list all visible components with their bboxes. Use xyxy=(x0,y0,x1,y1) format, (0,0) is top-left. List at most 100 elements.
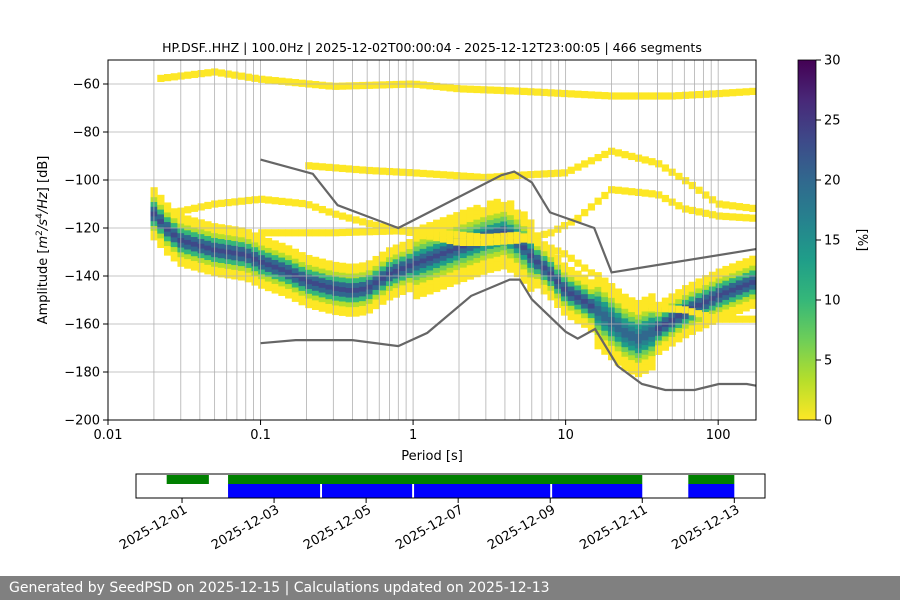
heatmap-cell xyxy=(480,255,488,261)
heatmap-cell xyxy=(345,214,353,222)
heatmap-cell xyxy=(641,354,649,360)
heatmap-cell xyxy=(170,241,178,248)
heatmap-cell xyxy=(675,337,683,343)
heatmap-cell xyxy=(581,209,589,217)
heatmap-cell xyxy=(520,254,528,260)
heatmap-cell xyxy=(318,263,326,269)
heatmap-cell xyxy=(305,288,313,294)
heatmap-cell xyxy=(305,254,313,261)
heatmap-cell xyxy=(446,171,454,179)
heatmap-cell xyxy=(446,236,454,245)
heatmap-cell xyxy=(352,311,360,317)
heatmap-cell xyxy=(264,196,273,204)
heatmap-cell xyxy=(379,270,387,277)
heatmap-cell xyxy=(251,246,259,252)
heatmap-cell xyxy=(621,298,629,304)
heatmap-cell xyxy=(170,208,178,214)
heatmap-cell xyxy=(722,212,730,221)
heatmap-cell xyxy=(251,266,259,272)
heatmap-cell xyxy=(486,224,495,230)
heatmap-cell xyxy=(285,78,293,86)
heatmap-cell xyxy=(655,160,663,168)
heatmap-cell xyxy=(453,212,461,218)
heatmap-cell xyxy=(379,81,387,89)
heatmap-cell xyxy=(291,199,300,207)
heatmap-cell xyxy=(359,276,367,282)
heatmap-cell xyxy=(641,311,649,317)
heatmap-cell xyxy=(244,196,252,205)
heatmap-cell xyxy=(735,213,744,221)
heatmap-cell xyxy=(533,259,542,265)
heatmap-cell xyxy=(682,294,690,300)
heatmap-cell xyxy=(433,258,441,264)
heatmap-cell xyxy=(567,290,575,297)
heatmap-cell xyxy=(426,284,434,290)
heatmap-cell xyxy=(473,257,481,263)
heatmap-cell xyxy=(540,289,548,295)
heatmap-cell xyxy=(722,285,730,291)
heatmap-cell xyxy=(197,252,205,259)
heatmap-cell xyxy=(480,260,488,266)
heatmap-cell xyxy=(372,294,380,300)
heatmap-cell xyxy=(318,81,326,89)
heatmap-cell xyxy=(533,268,542,275)
heatmap-cell xyxy=(291,253,300,259)
heatmap-cell xyxy=(729,202,737,210)
heatmap-cell xyxy=(533,244,542,251)
heatmap-cell xyxy=(258,254,266,260)
heatmap-cell xyxy=(439,83,448,91)
availability-segment-blue xyxy=(552,484,643,498)
heatmap-cell xyxy=(305,302,313,309)
heatmap-cell xyxy=(527,236,535,244)
heatmap-cell xyxy=(278,247,286,253)
heatmap-cell xyxy=(459,238,468,246)
heatmap-cell xyxy=(507,248,515,254)
heatmap-cell xyxy=(278,276,286,282)
heatmap-cell xyxy=(641,368,649,374)
heatmap-cell xyxy=(298,229,306,237)
heatmap-cell xyxy=(473,173,481,181)
heatmap-cell xyxy=(433,286,441,293)
heatmap-cell xyxy=(641,339,649,346)
heatmap-cell xyxy=(426,241,434,247)
heatmap-cell xyxy=(749,265,757,271)
heatmap-cell xyxy=(406,267,414,274)
heatmap-cell xyxy=(715,306,723,313)
heatmap-cell xyxy=(163,221,172,227)
heatmap-cell xyxy=(190,70,199,79)
heatmap-cell xyxy=(190,241,199,247)
heatmap-cell xyxy=(345,287,353,293)
heatmap-cell xyxy=(365,274,374,280)
heatmap-cell xyxy=(473,238,481,246)
heatmap-cell xyxy=(453,245,461,251)
heatmap-cell xyxy=(419,286,427,293)
heatmap-cell xyxy=(621,332,629,338)
x-tick-label: 0.01 xyxy=(94,428,123,443)
heatmap-cell xyxy=(372,255,380,262)
heatmap-cell xyxy=(749,260,757,266)
x-tick-label: 10 xyxy=(557,428,574,443)
heatmap-cell xyxy=(392,278,400,284)
x-axis-ticks: 0.01 0.1 1 10 100 xyxy=(94,420,731,443)
heatmap-cell xyxy=(163,240,172,247)
heatmap-cell xyxy=(237,270,246,276)
heatmap-cell xyxy=(412,250,421,257)
heatmap-cell xyxy=(311,261,320,267)
low-noise-model-line xyxy=(260,278,757,392)
heatmap-cell xyxy=(493,256,501,262)
heatmap-cell xyxy=(527,277,535,283)
heatmap-cell xyxy=(412,236,421,242)
heatmap-cell xyxy=(601,335,609,341)
heatmap-cell xyxy=(614,186,622,194)
heatmap-cell xyxy=(285,288,293,294)
heatmap-cell xyxy=(675,322,683,328)
heatmap-cell xyxy=(486,253,495,259)
heatmap-cell xyxy=(628,152,636,161)
heatmap-cell xyxy=(251,237,259,243)
heatmap-cell xyxy=(601,330,609,336)
heatmap-cell xyxy=(735,294,744,300)
heatmap-cell xyxy=(695,297,703,303)
heatmap-cell xyxy=(190,255,199,262)
heatmap-cell xyxy=(560,262,569,268)
heatmap-cell xyxy=(520,230,528,236)
